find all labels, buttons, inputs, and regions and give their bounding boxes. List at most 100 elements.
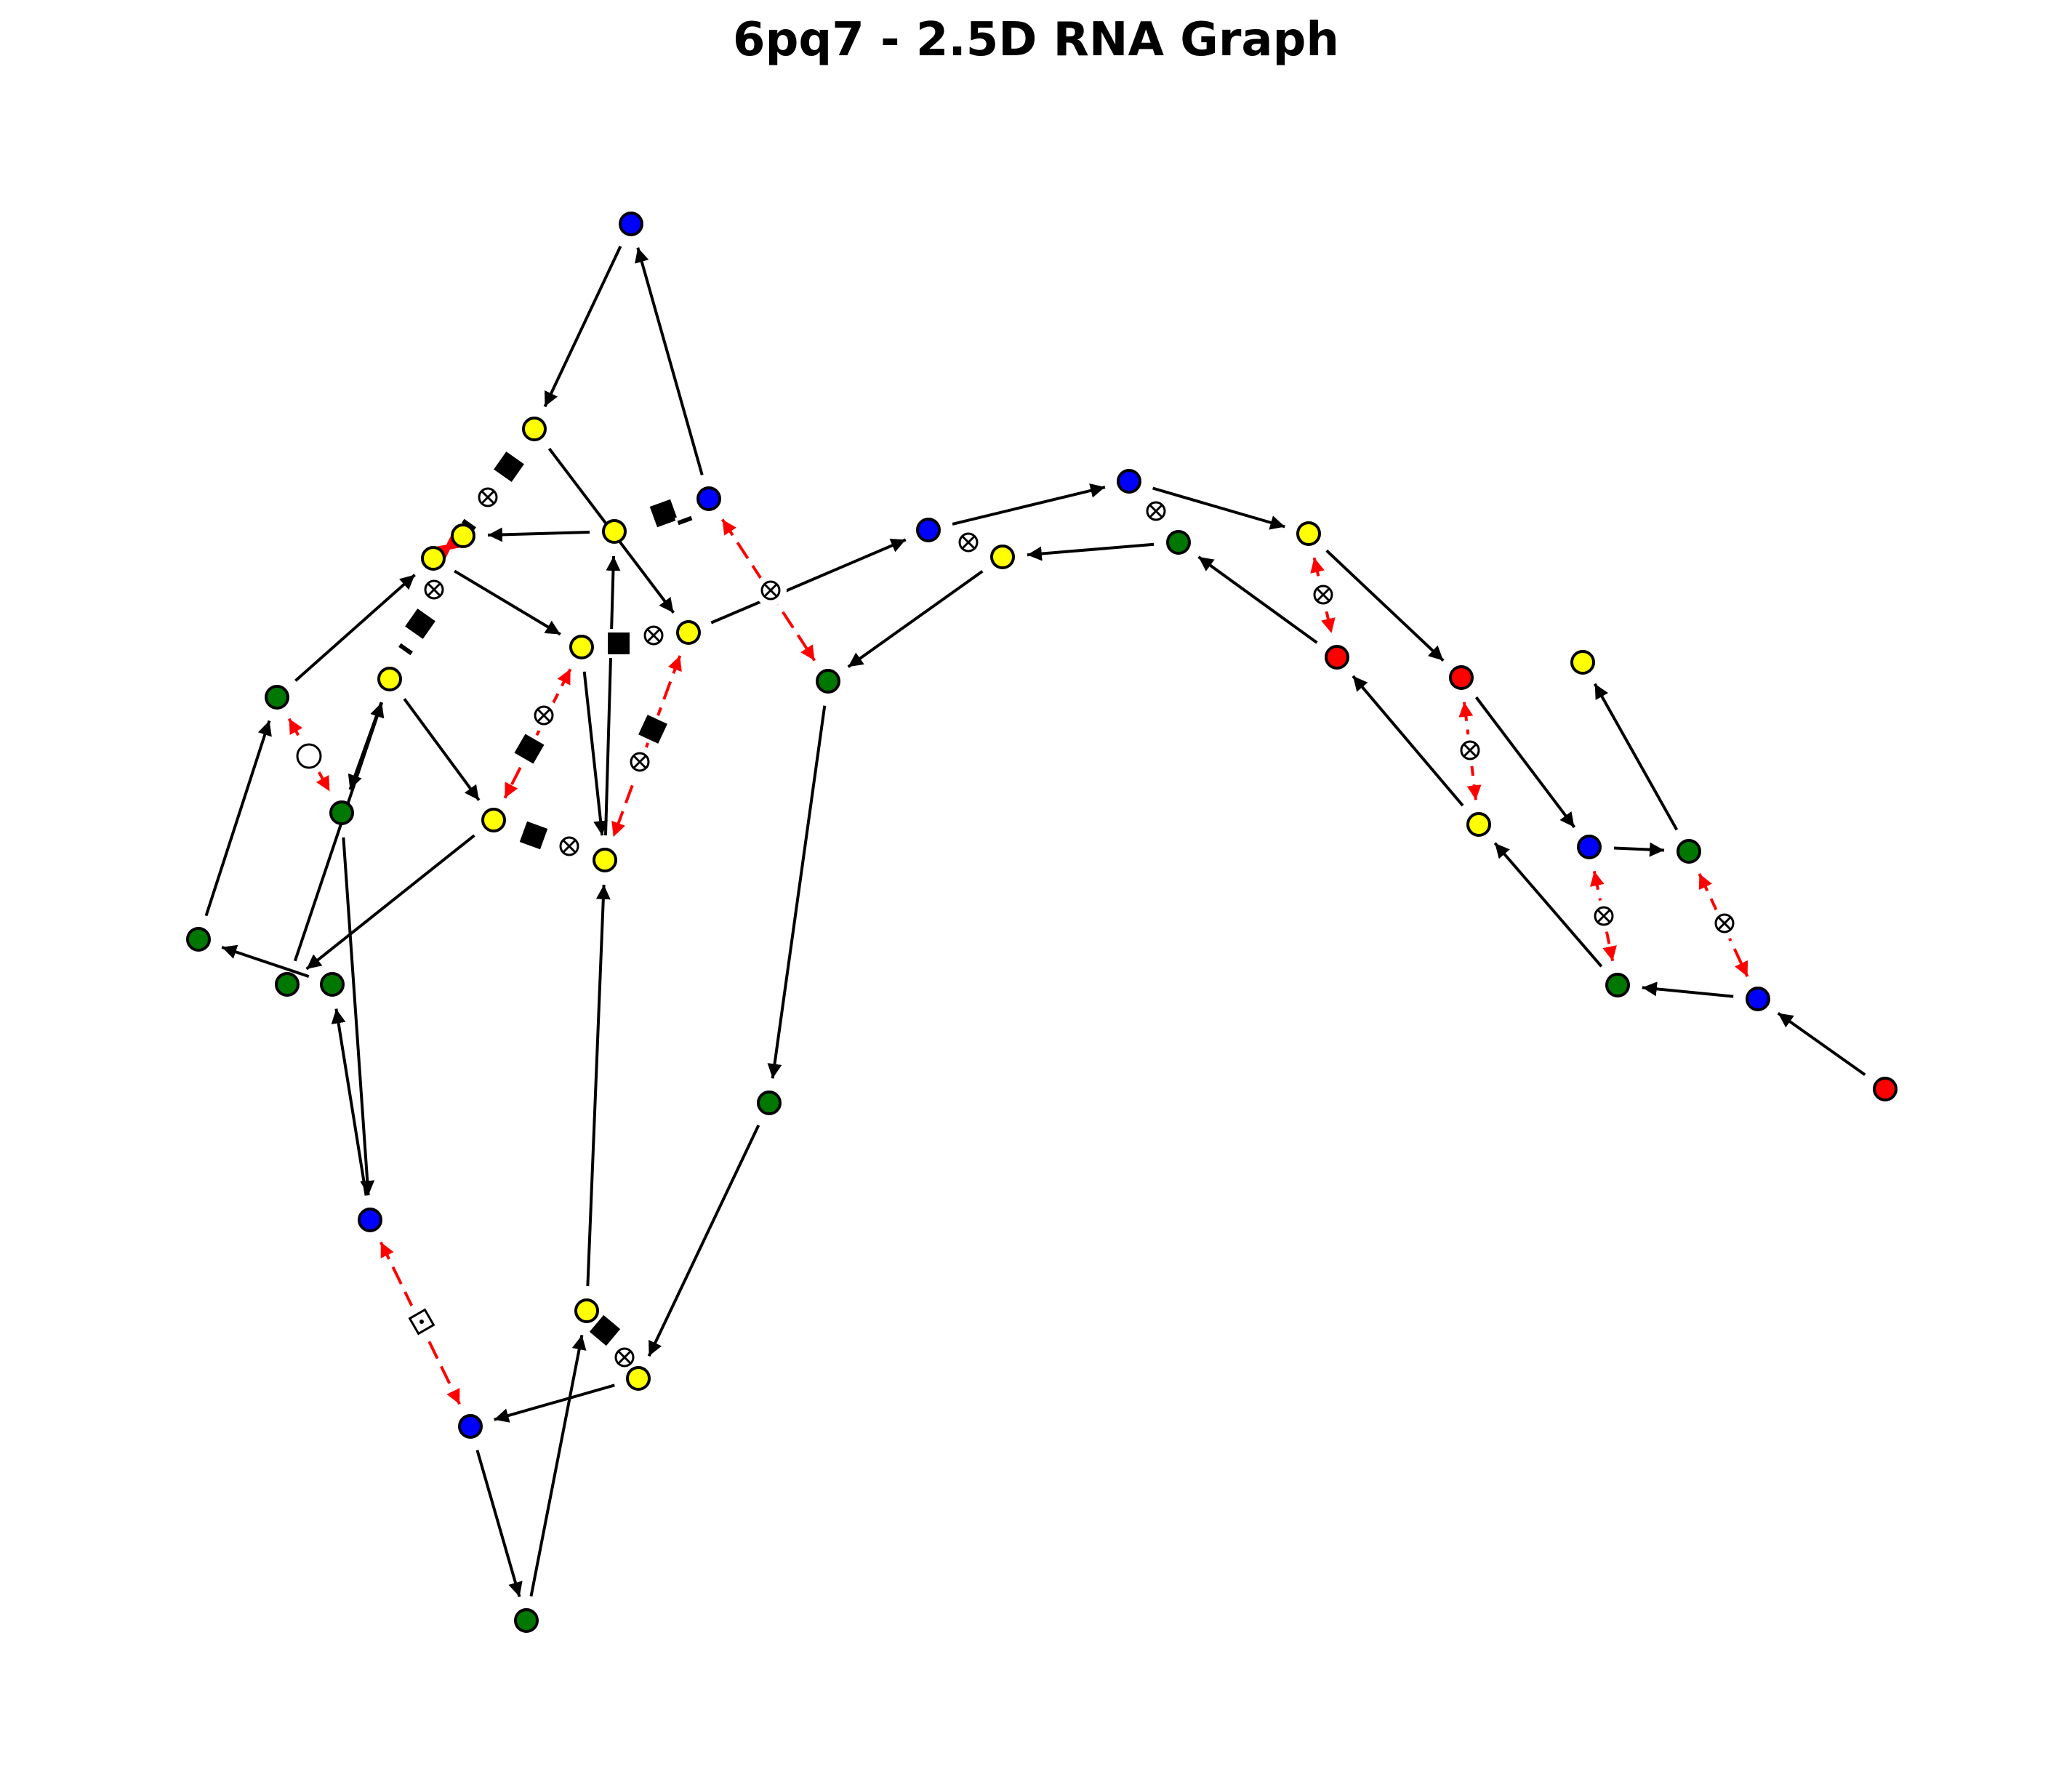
backbone-edge-n13-n4	[603, 555, 621, 836]
interaction-square-icon	[630, 708, 675, 750]
backbone-edge-n28-n30	[1325, 549, 1445, 662]
backbone-edge-n26-n28	[1152, 486, 1285, 530]
nucleotide-node-n17	[320, 972, 345, 997]
backbone-edge-n1-n2	[543, 245, 622, 408]
nucleotide-node-n4	[602, 519, 627, 544]
nucleotide-node-n11	[265, 685, 289, 710]
nucleotide-node-n20	[514, 1608, 539, 1633]
nucleotide-node-n7	[569, 635, 594, 659]
edges-layer	[204, 245, 1866, 1597]
nucleotide-node-n6	[421, 546, 446, 571]
backbone-edge-n20-n21	[529, 1334, 587, 1597]
nucleotide-node-n34	[1570, 650, 1595, 675]
backbone-edge-n4-n5	[487, 527, 590, 542]
nucleotide-node-n23	[757, 1091, 782, 1115]
base-pair-edge-n8-n13	[611, 655, 682, 838]
nucleotide-node-n16	[275, 972, 300, 997]
nucleotide-node-n24	[916, 518, 941, 542]
backbone-edge-n31-n29	[1352, 675, 1464, 807]
backbone-edge-n32-n35	[1613, 842, 1665, 857]
nucleotide-node-n26	[1117, 469, 1141, 494]
backbone-edge-n21-n13	[586, 884, 611, 1287]
interaction-square-icon	[397, 601, 443, 646]
symbols-layer	[290, 444, 1740, 1373]
interaction-circle-icon	[290, 737, 328, 775]
base-pair-edge-n7-n12	[503, 668, 572, 799]
nucleotide-node-n13	[593, 848, 617, 872]
backbone-edge-n15-n11	[204, 720, 272, 917]
backbone-edge-n7-n13	[582, 671, 609, 836]
interaction-otimes-icon	[1708, 907, 1740, 939]
nucleotide-node-n25	[990, 545, 1015, 569]
nucleotide-node-n30	[1449, 665, 1474, 690]
backbone-edge-n36-n33	[1642, 981, 1734, 998]
interaction-otimes-icon	[624, 746, 656, 778]
backbone-edge-n24-n26	[952, 483, 1106, 526]
nucleotide-node-n31	[1466, 812, 1491, 837]
nucleotide-node-n33	[1605, 973, 1630, 997]
backbone-edge-n11-n6	[294, 574, 416, 682]
nucleotide-node-n1	[619, 212, 643, 236]
interaction-square-icon	[507, 727, 552, 771]
interaction-square-icon	[642, 493, 686, 534]
nodes-layer	[186, 212, 1898, 1633]
backbone-edge-n27-n25	[1027, 542, 1155, 561]
interaction-otimes-icon	[755, 574, 787, 606]
backbone-edge-n25-n9	[847, 570, 984, 668]
interaction-otimes-icon	[472, 481, 504, 513]
nucleotide-node-n27	[1166, 530, 1191, 555]
nucleotide-node-n14	[329, 800, 354, 825]
backbone-edge-n33-n31	[1493, 842, 1603, 968]
interaction-square-icon	[486, 444, 532, 489]
nucleotide-node-n21	[574, 1298, 599, 1323]
interaction-otimes-icon	[1307, 579, 1339, 611]
interaction-square-icon	[601, 629, 636, 658]
nucleotide-node-n35	[1677, 839, 1701, 864]
interaction-square-icon	[512, 815, 555, 856]
nucleotide-node-n36	[1746, 987, 1770, 1011]
interaction-bar-icon	[674, 512, 696, 529]
nucleotide-node-n29	[1325, 645, 1349, 670]
nucleotide-node-n18	[358, 1208, 382, 1232]
interaction-otimes-icon	[418, 574, 450, 606]
backbone-edge-n17-n15	[221, 944, 310, 979]
backbone-edge-n18-n17	[331, 1008, 368, 1196]
backbone-edge-n30-n32	[1474, 696, 1576, 829]
nucleotide-node-n12	[481, 808, 506, 832]
interaction-otimes-icon	[528, 699, 560, 731]
nucleotide-node-n9	[816, 669, 840, 694]
nucleotide-node-n2	[522, 417, 547, 441]
interaction-diamond-icon	[403, 1303, 441, 1341]
backbone-edge-n14-n18	[342, 837, 375, 1196]
nucleotide-node-n28	[1296, 521, 1321, 546]
nucleotide-node-n10	[377, 667, 402, 691]
page-title: 6pq7 - 2.5D RNA Graph	[733, 13, 1339, 67]
nucleotide-node-n15	[186, 927, 211, 952]
backbone-edge-n22-n19	[494, 1384, 615, 1423]
backbone-edge-n6-n7	[454, 569, 561, 636]
interaction-otimes-icon	[1588, 900, 1620, 932]
backbone-edge-n35-n34	[1593, 683, 1679, 831]
backbone-edge-n23-n22	[647, 1124, 760, 1357]
backbone-edge-n16-n10	[293, 702, 385, 962]
backbone-edge-n8-n24	[710, 538, 907, 625]
nucleotide-node-n8	[676, 620, 701, 645]
interaction-bar-icon	[395, 639, 417, 659]
backbone-edge-n37-n36	[1777, 1012, 1866, 1076]
backbone-edge-n29-n27	[1197, 555, 1318, 644]
nucleotide-node-n37	[1873, 1077, 1898, 1101]
backbone-edge-n3-n1	[635, 247, 704, 475]
nucleotide-node-n3	[696, 486, 721, 511]
interaction-otimes-icon	[553, 830, 585, 862]
nucleotide-node-n5	[451, 523, 475, 548]
nucleotide-node-n22	[626, 1366, 651, 1391]
base-pair-edge-n5-n6	[437, 536, 459, 558]
interaction-otimes-icon	[609, 1341, 641, 1373]
base-pair-edge-n30-n31	[1458, 702, 1482, 800]
nucleotide-node-n19	[458, 1414, 483, 1439]
backbone-edge-n9-n23	[767, 705, 827, 1079]
interaction-otimes-icon	[1454, 734, 1486, 766]
backbone-edge-n12-n16	[305, 834, 475, 971]
interaction-otimes-icon	[638, 619, 670, 651]
